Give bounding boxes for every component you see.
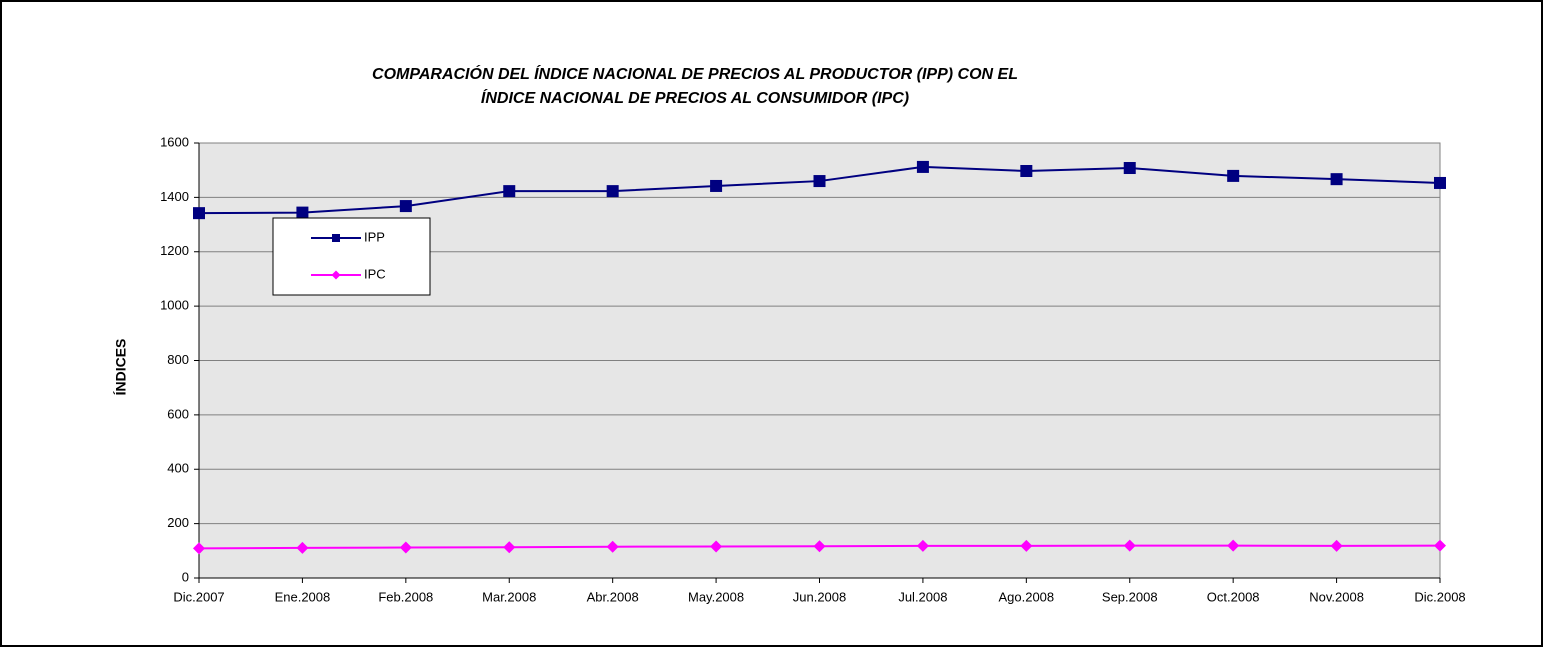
marker	[813, 175, 826, 188]
x-tick-label: Mar.2008	[482, 589, 536, 604]
marker	[503, 541, 516, 554]
y-axis-label: ÍNDICES	[113, 339, 129, 396]
marker	[296, 206, 309, 219]
marker	[1434, 176, 1446, 189]
marker	[503, 185, 516, 198]
x-tick-label: Jun.2008	[793, 589, 847, 604]
y-tick-label: 1400	[160, 189, 189, 204]
x-tick-label: Sep.2008	[1102, 589, 1158, 604]
x-tick-label: Ene.2008	[275, 589, 331, 604]
y-tick-label: 800	[167, 352, 189, 367]
x-tick-label: Abr.2008	[587, 589, 639, 604]
marker	[710, 179, 723, 192]
marker	[606, 185, 619, 198]
marker	[916, 539, 929, 552]
x-tick-label: May.2008	[688, 589, 744, 604]
marker	[193, 542, 205, 555]
x-tick-label: Jul.2008	[898, 589, 947, 604]
marker	[399, 200, 412, 213]
x-tick-label: Ago.2008	[998, 589, 1054, 604]
marker	[399, 541, 412, 554]
legend-label: IPC	[364, 266, 386, 281]
marker	[1227, 169, 1240, 182]
x-tick-label: Oct.2008	[1207, 589, 1260, 604]
chart-title: COMPARACIÓN DEL ÍNDICE NACIONAL DE PRECI…	[372, 64, 1018, 83]
x-tick-label: Dic.2007	[173, 589, 224, 604]
y-tick-label: 200	[167, 515, 189, 530]
marker	[1227, 539, 1240, 552]
marker	[606, 540, 619, 553]
marker	[1123, 162, 1136, 175]
y-tick-label: 400	[167, 461, 189, 476]
y-tick-label: 1200	[160, 243, 189, 258]
legend: IPP IPC	[272, 217, 431, 296]
y-tick-label: 1600	[160, 134, 189, 149]
marker	[813, 540, 826, 553]
marker	[710, 540, 723, 553]
marker	[1020, 539, 1033, 552]
y-tick-label: 1000	[160, 298, 189, 313]
x-tick-label: Dic.2008	[1414, 589, 1465, 604]
marker	[1330, 539, 1343, 552]
marker	[296, 541, 309, 554]
marker	[1123, 539, 1136, 552]
x-tick-label: Nov.2008	[1309, 589, 1364, 604]
marker	[1434, 539, 1446, 552]
marker	[193, 207, 205, 220]
legend-marker	[331, 270, 341, 280]
chart-title: ÍNDICE NACIONAL DE PRECIOS AL CONSUMIDOR…	[481, 88, 909, 107]
marker	[916, 160, 929, 173]
y-tick-label: 600	[167, 406, 189, 421]
legend-marker	[332, 234, 340, 242]
y-tick-label: 0	[182, 569, 189, 584]
marker	[1330, 173, 1343, 186]
marker	[1020, 165, 1033, 178]
legend-box	[272, 217, 431, 296]
legend-label: IPP	[364, 229, 385, 244]
x-tick-label: Feb.2008	[378, 589, 433, 604]
